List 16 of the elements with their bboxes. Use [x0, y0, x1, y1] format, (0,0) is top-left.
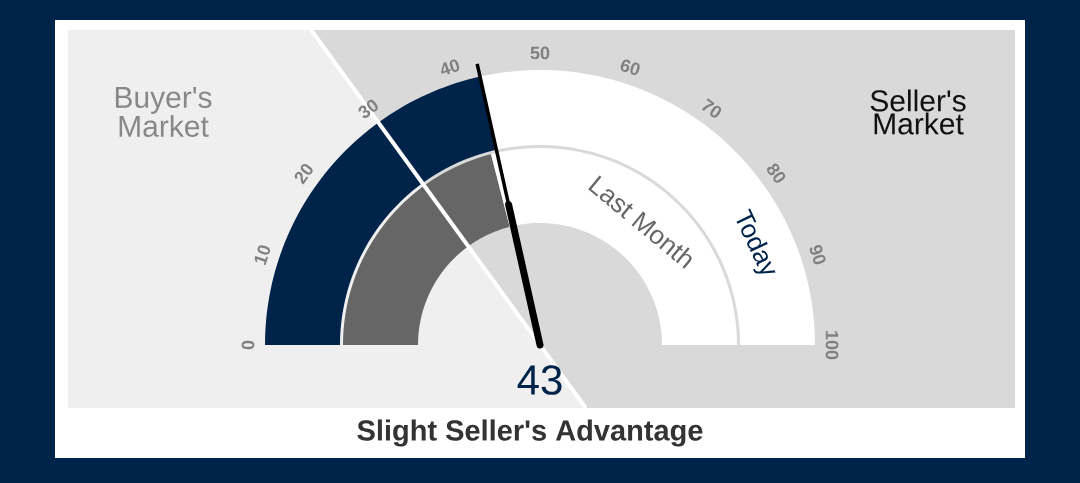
- text: 60: [620, 59, 640, 76]
- text: Seller's Market: [870, 89, 966, 135]
- text: 80: [766, 163, 786, 183]
- text: 50: [530, 46, 550, 60]
- text: 30: [358, 99, 378, 119]
- text: 90: [809, 244, 826, 265]
- slice-label: Today: [736, 208, 776, 274]
- text: Slight Seller's Advantage: [357, 419, 703, 447]
- text: 70: [701, 98, 722, 118]
- text: 40: [441, 59, 460, 75]
- text: 10: [254, 245, 271, 266]
- text: Buyer's Market: [115, 87, 212, 137]
- text: 100: [825, 331, 839, 360]
- text: 43: [517, 365, 562, 395]
- text: 0: [241, 340, 255, 350]
- text: 20: [294, 163, 313, 185]
